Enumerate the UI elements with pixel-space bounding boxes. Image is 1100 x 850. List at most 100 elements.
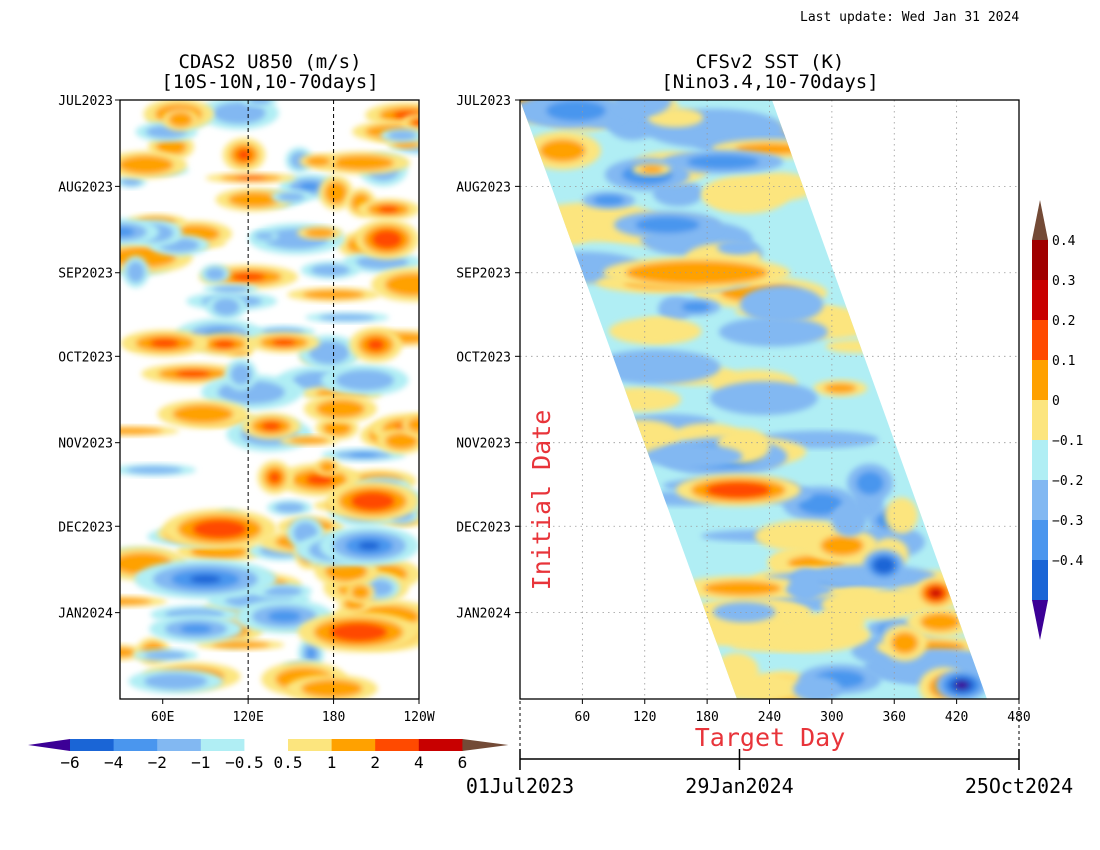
u850-colorbar-swatch [200, 739, 245, 751]
cool-contour [687, 154, 760, 169]
westerly-contour [271, 339, 297, 347]
sst-colorbar-swatch [1032, 360, 1048, 401]
cool-anomaly [671, 298, 721, 316]
westerly-contour [366, 338, 385, 351]
sst-xlabel: Target Day [695, 723, 846, 752]
easterly-contour [180, 624, 212, 634]
u850-y-tick-label: JAN2024 [58, 607, 113, 622]
warm-anomaly [885, 497, 918, 534]
sst-colorbar: 0.4 0.3 0.2 0.1 0 −0.1 −0.2 −0.3 −0.4 [1032, 200, 1083, 640]
strong-warm-anomaly [915, 577, 957, 610]
u850-colorbar: −6 −4 −2 −1 −0.5 0.5 1 2 4 6 [28, 739, 509, 772]
easterly-anomaly [206, 293, 247, 321]
u850-panel: CDAS2 U850 (m/s) [10S-10N,10-70days] JUL… [58, 51, 435, 725]
westerly-contour [315, 399, 365, 419]
easterly-contour [355, 255, 409, 270]
sst-y-tick-label: DEC2023 [456, 520, 511, 535]
westerly-contour [305, 156, 331, 167]
warm-anomaly [806, 528, 879, 563]
westerly-anomaly [371, 267, 419, 302]
westerly-contour [172, 404, 234, 424]
sst-colorbar-label: −0.2 [1052, 474, 1083, 489]
westerly-anomaly [162, 107, 199, 132]
sst-y-tick-label: SEP2023 [456, 267, 511, 282]
u850-colorbar-label: 1 [327, 753, 337, 772]
sst-anomaly-blobs [520, 100, 987, 699]
sst-x-tick-label: 240 [758, 710, 781, 725]
u850-title-line1: CDAS2 U850 (m/s) [178, 51, 361, 73]
u850-x-tick-label: 180 [322, 710, 345, 725]
easterly-anomaly [270, 190, 312, 204]
easterly-contour [205, 267, 226, 281]
strong-sst-contour [705, 481, 771, 499]
westerly-contour [328, 155, 395, 171]
u850-y-axis: JUL2023 AUG2023 SEP2023 OCT2023 NOV2023 DEC20… [58, 94, 120, 622]
strong-sst-contour [873, 556, 895, 574]
easterly-anomaly [266, 499, 313, 516]
sst-y-tick-label: AUG2023 [456, 180, 511, 195]
last-update-text: Last update: Wed Jan 31 2024 [800, 10, 1019, 25]
u850-frame [119, 99, 420, 700]
u850-title-line2: [10S-10N,10-70days] [161, 71, 378, 93]
westerly-anomaly [318, 175, 353, 211]
warm-anomaly [813, 379, 868, 397]
sst-colorbar-label: 0.2 [1052, 314, 1075, 329]
westerly-anomaly [349, 327, 403, 363]
easterly-anomaly [250, 230, 279, 242]
warm-contour [711, 673, 810, 699]
warm-contour [885, 497, 918, 534]
westerly-contour [236, 149, 252, 161]
westerly-anomaly [279, 435, 339, 446]
sst-colorbar-low-arrow [1032, 600, 1048, 640]
strong-warm-anomaly [675, 474, 801, 507]
westerly-contour [407, 417, 419, 433]
easterly-contour [126, 465, 183, 475]
easterly-anomaly [120, 218, 160, 246]
u850-colorbar-swatch [157, 739, 202, 751]
cool-anomaly [582, 191, 636, 210]
westerly-contour [384, 432, 418, 450]
westerly-contour [319, 461, 336, 474]
strong-anomaly-contour [192, 519, 248, 539]
u850-y-tick-label: DEC2023 [58, 520, 113, 535]
sst-y-tick-label: JUL2023 [456, 94, 511, 109]
cool-anomaly [740, 285, 824, 324]
u850-colorbar-swatch [331, 739, 376, 751]
easterly-contour [387, 130, 417, 141]
cool-contour [740, 285, 824, 324]
warm-anomaly [553, 221, 591, 245]
sst-colorbar-swatch [1032, 400, 1048, 441]
cool-anomaly [831, 502, 868, 537]
cool-contour [856, 471, 884, 495]
strong-westerly-anomaly [326, 481, 419, 522]
warm-contour [701, 175, 790, 214]
easterly-contour [120, 177, 142, 186]
easterly-contour [120, 227, 135, 237]
easterly-contour [212, 297, 240, 316]
cool-contour [681, 301, 711, 313]
strong-westerly-anomaly [354, 219, 419, 260]
sst-colorbar-swatch [1032, 560, 1048, 601]
strong-anomaly-contour [358, 541, 381, 551]
easterly-anomaly [149, 615, 243, 643]
easterly-contour [212, 101, 266, 125]
westerly-contour [268, 471, 281, 484]
strong-westerly-anomaly [162, 509, 277, 550]
easterly-anomaly [380, 128, 419, 143]
u850-colorbar-label: −6 [60, 753, 79, 772]
westerly-contour [261, 421, 282, 431]
u850-colorbar-swatch [244, 739, 289, 751]
easterly-anomaly [133, 648, 199, 662]
warm-anomaly [632, 163, 671, 176]
westerly-contour [120, 427, 163, 435]
u850-colorbar-swatch [288, 739, 333, 751]
westerly-anomaly [303, 394, 378, 423]
sst-x-tick-label: 180 [695, 710, 718, 725]
westerly-contour [412, 119, 419, 126]
westerly-anomaly [192, 332, 257, 356]
sst-x-tick-label: 360 [883, 710, 906, 725]
westerly-anomaly [141, 363, 245, 385]
westerly-anomaly [215, 187, 293, 212]
warm-contour [647, 108, 704, 128]
easterly-anomaly [225, 358, 258, 391]
